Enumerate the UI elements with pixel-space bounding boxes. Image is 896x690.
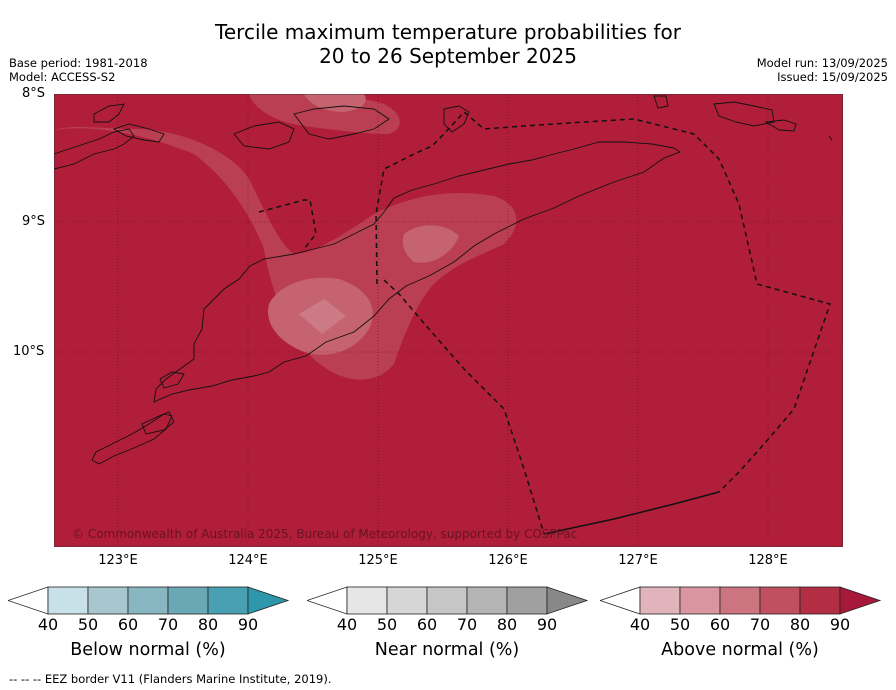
- coastlines: [54, 95, 833, 465]
- colorbar-tick-label: 50: [669, 615, 691, 634]
- issued-date: Issued: 15/09/2025: [777, 70, 888, 84]
- colorbar-tick-label: 40: [629, 615, 651, 634]
- colorbar-tick-label: 80: [496, 615, 518, 634]
- colorbar-tick-label: 70: [456, 615, 478, 634]
- eez-border: [258, 110, 831, 535]
- lon-label-124e: 124°E: [228, 553, 268, 568]
- colorbar-tick-label: 80: [789, 615, 811, 634]
- colorbar-tick-label: 80: [197, 615, 219, 634]
- lon-label-127e: 127°E: [618, 553, 658, 568]
- colorbar-near-normal: [307, 586, 589, 615]
- above-70-region-east: [402, 225, 459, 263]
- colorbar-title-below: Below normal (%): [70, 640, 226, 660]
- colorbar-tick-label: 40: [37, 615, 59, 634]
- colorbar-title-near: Near normal (%): [374, 640, 520, 660]
- meta-left: Base period: 1981-2018 Model: ACCESS-S2: [9, 56, 148, 84]
- colorbar-segment: [207, 586, 249, 615]
- colorbar-tick-label: 50: [376, 615, 398, 634]
- colorbar-segment: [506, 586, 548, 615]
- colorbar-tick-label: 50: [77, 615, 99, 634]
- above-60-region: [299, 299, 346, 334]
- colorbar-segment: [386, 586, 428, 615]
- colorbar-segment: [127, 586, 169, 615]
- lon-label-125e: 125°E: [358, 553, 398, 568]
- graticule: [54, 94, 843, 547]
- colorbar-title-above: Above normal (%): [661, 640, 819, 660]
- colorbar-tick-label: 60: [709, 615, 731, 634]
- colorbar-above-normal: [600, 586, 882, 615]
- footer-eez-note: -- -- -- EEZ border V11 (Flanders Marine…: [9, 672, 332, 686]
- title-line-1: Tercile maximum temperature probabilitie…: [215, 20, 681, 44]
- title-line-2: 20 to 26 September 2025: [319, 44, 577, 68]
- colorbar-segment: [167, 586, 209, 615]
- lat-label-10s: 10°S: [13, 344, 45, 359]
- colorbar-segment: [759, 586, 801, 615]
- colorbar-extend-high: [839, 586, 882, 615]
- colorbar-tick-label: 90: [536, 615, 558, 634]
- colorbar-segment: [799, 586, 841, 615]
- colorbar-extend-low: [600, 586, 641, 615]
- colorbar-tick-label: 70: [749, 615, 771, 634]
- lat-label-8s: 8°S: [22, 86, 46, 101]
- colorbar-segment: [639, 586, 681, 615]
- above-70-region-north: [304, 94, 366, 112]
- meta-right: Model run: 13/09/2025 Issued: 15/09/2025: [757, 56, 888, 84]
- map-title: Tercile maximum temperature probabilitie…: [0, 20, 896, 68]
- colorbar-extend-high: [546, 586, 589, 615]
- lon-label-126e: 126°E: [488, 553, 528, 568]
- model-name: Model: ACCESS-S2: [9, 70, 116, 84]
- lon-label-123e: 123°E: [98, 553, 138, 568]
- colorbar-extend-low: [307, 586, 348, 615]
- copyright-text: © Commonwealth of Australia 2025, Bureau…: [72, 527, 577, 541]
- colorbar-segment: [87, 586, 129, 615]
- colorbar-tick-label: 40: [336, 615, 358, 634]
- colorbar-segment: [47, 586, 89, 615]
- colorbar-tick-label: 70: [157, 615, 179, 634]
- colorbar-segment: [346, 586, 388, 615]
- colorbar-segment: [426, 586, 468, 615]
- probability-map: © Commonwealth of Australia 2025, Bureau…: [54, 94, 843, 547]
- lon-label-128e: 128°E: [748, 553, 788, 568]
- colorbar-below-normal: [8, 586, 290, 615]
- model-run: Model run: 13/09/2025: [756, 56, 888, 70]
- colorbar-extend-low: [8, 586, 49, 615]
- colorbar-segment: [466, 586, 508, 615]
- colorbar-segment: [679, 586, 721, 615]
- base-period: Base period: 1981-2018: [9, 56, 148, 70]
- colorbar-tick-label: 60: [416, 615, 438, 634]
- colorbar-tick-label: 90: [237, 615, 259, 634]
- colorbar-extend-high: [247, 586, 290, 615]
- colorbar-segment: [719, 586, 761, 615]
- colorbar-tick-label: 60: [117, 615, 139, 634]
- lat-label-9s: 9°S: [22, 214, 46, 229]
- map-background: [54, 94, 843, 547]
- above-80-region: [54, 127, 517, 380]
- colorbar-tick-label: 90: [829, 615, 851, 634]
